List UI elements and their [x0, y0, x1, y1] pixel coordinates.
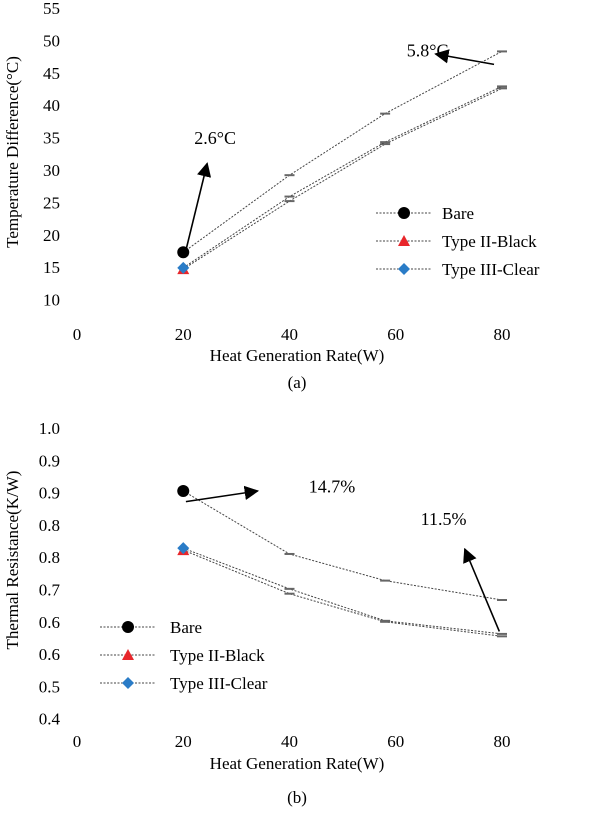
x-axis-label: Heat Generation Rate(W): [210, 346, 385, 365]
y-tick-label: 55: [43, 0, 60, 18]
y-tick-label: 20: [43, 226, 60, 245]
y-tick-label: 0.5: [39, 677, 60, 696]
data-point-3: [177, 261, 190, 274]
annotation-arrow: [463, 547, 501, 632]
y-tick-label: 25: [43, 193, 60, 212]
y-tick-label: 1.0: [39, 419, 60, 438]
legend-label: Type III-Clear: [170, 674, 268, 693]
y-tick-label: 0.6: [39, 645, 60, 664]
data-point-1: [177, 484, 190, 497]
y-tick-label: 40: [43, 96, 60, 115]
y-tick-label: 50: [43, 31, 60, 50]
y-axis-label: Temperature Difference(°C): [3, 56, 22, 248]
annotation-arrow: [185, 485, 260, 503]
y-tick-label: 0.7: [39, 581, 61, 600]
y-tick-label: 0.4: [39, 710, 61, 729]
y-tick-label: 45: [43, 64, 60, 83]
y-tick-label: 0.6: [39, 613, 60, 632]
legend-marker: [398, 207, 410, 219]
series-line-1: [183, 490, 503, 601]
y-axis-label: Thermal Resistance(K/W): [3, 471, 22, 650]
series-line-3: [183, 85, 503, 269]
x-tick-label: 20: [175, 325, 192, 344]
legend-marker: [122, 649, 134, 660]
legend-marker: [122, 677, 134, 689]
x-tick-label: 40: [281, 325, 298, 344]
y-tick-label: 35: [43, 129, 60, 148]
x-tick-label: 40: [281, 732, 298, 751]
series-line-2: [183, 87, 503, 270]
series-line-2: [183, 549, 503, 637]
y-tick-label: 0.9: [39, 451, 60, 470]
annotation-arrow: [434, 49, 495, 66]
x-axis-label: Heat Generation Rate(W): [210, 754, 385, 773]
annotation-arrow: [185, 162, 212, 251]
chart-b: 0.4 0.5 0.6 0.6 0.7 0.8 0.8 0.9 0.9 1.0 0 20 40 60 80 H…: [3, 419, 511, 807]
y-tick-label: 0.8: [39, 548, 60, 567]
data-point-3: [177, 542, 190, 555]
series-line-3: [183, 547, 503, 635]
x-tick-label: 80: [494, 732, 511, 751]
legend-marker: [398, 263, 410, 275]
annotation-label: 14.7%: [309, 476, 356, 496]
panel-label: (b): [287, 788, 307, 807]
y-tick-label: 10: [43, 291, 60, 310]
y-tick-label: 0.8: [39, 516, 60, 535]
legend-label: Type II-Black: [442, 232, 537, 251]
annotation-label: 5.8°C: [407, 41, 449, 61]
y-tick-label: 30: [43, 161, 60, 180]
annotation-label: 11.5%: [421, 509, 467, 529]
legend-label: Bare: [170, 618, 202, 637]
data-point-1: [177, 246, 190, 259]
legend-label: Bare: [442, 204, 474, 223]
chart-a: 10 15 20 25 30 35 40 45 50 55 0 20 40 60 80 Heat Genera…: [3, 0, 540, 392]
x-tick-label: 0: [73, 732, 82, 751]
x-tick-label: 60: [387, 732, 404, 751]
panel-label: (a): [288, 373, 307, 392]
legend-label: Type III-Clear: [442, 260, 540, 279]
x-tick-label: 80: [494, 325, 511, 344]
x-tick-label: 0: [73, 325, 82, 344]
legend-marker: [122, 621, 134, 633]
x-tick-label: 20: [175, 732, 192, 751]
annotation-label: 2.6°C: [194, 128, 236, 148]
legend-label: Type II-Black: [170, 646, 265, 665]
y-tick-label: 15: [43, 258, 60, 277]
x-tick-label: 60: [387, 325, 404, 344]
y-tick-label: 0.9: [39, 484, 60, 503]
legend-marker: [398, 235, 410, 246]
